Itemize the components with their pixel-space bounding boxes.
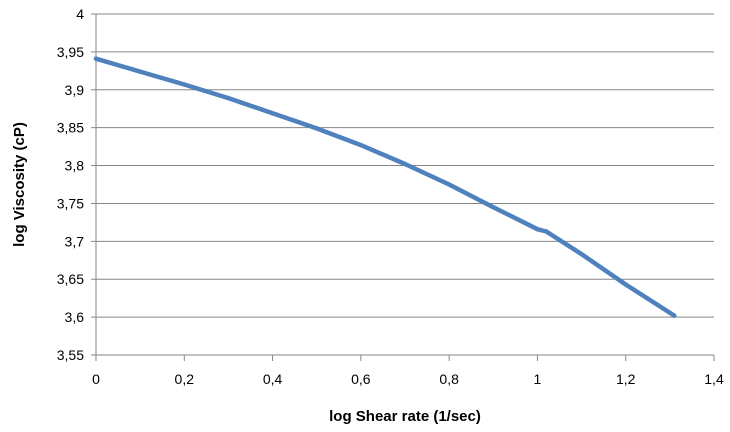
y-tick-label: 3,7: [65, 233, 85, 249]
x-axis-title: log Shear rate (1/sec): [329, 408, 481, 425]
data-point: [535, 227, 540, 232]
y-tick-label: 3,55: [57, 347, 84, 363]
data-point: [358, 142, 364, 148]
data-point: [137, 69, 143, 74]
data-point: [579, 252, 584, 257]
x-tick-label: 0,8: [439, 371, 459, 387]
axes: [91, 13, 715, 361]
y-tick-label: 3,95: [57, 44, 84, 60]
y-tick-label: 3,8: [65, 158, 85, 174]
y-tick-label: 3,85: [57, 120, 84, 136]
data-point: [491, 205, 496, 210]
y-tick-labels: 3,55 3,6 3,65 3,7 3,75 3,8 3,85 3,9 3,95 4: [57, 6, 84, 363]
x-tick-label: 0,4: [263, 371, 283, 387]
series-line: [93, 56, 677, 318]
data-point: [402, 161, 408, 167]
data-point: [623, 282, 628, 287]
data-point: [544, 229, 549, 234]
data-point: [446, 182, 452, 187]
x-tick-label: 0,2: [175, 371, 195, 387]
data-point: [93, 56, 99, 61]
data-point: [270, 111, 275, 116]
y-tick-label: 3,75: [57, 195, 84, 211]
data-point: [226, 95, 231, 101]
x-tick-label: 1,4: [704, 371, 724, 387]
data-point: [182, 82, 187, 87]
data-point: [314, 126, 319, 131]
y-tick-label: 3,6: [65, 309, 85, 325]
x-tick-label: 0: [92, 371, 100, 387]
data-point: [672, 313, 677, 318]
x-tick-label: 1,2: [616, 371, 636, 387]
y-axis-title: log Viscosity (cP): [11, 122, 28, 247]
y-tick-label: 4: [76, 6, 84, 22]
series-layer: [93, 56, 677, 318]
x-tick-label: 0,6: [351, 371, 371, 387]
x-tick-labels: 0 0,2 0,4 0,6 0,8 1 1,2 1,4: [92, 371, 724, 387]
y-tick-label: 3,65: [57, 271, 84, 287]
x-tick-label: 1: [534, 371, 542, 387]
y-tick-label: 3,9: [65, 82, 85, 98]
